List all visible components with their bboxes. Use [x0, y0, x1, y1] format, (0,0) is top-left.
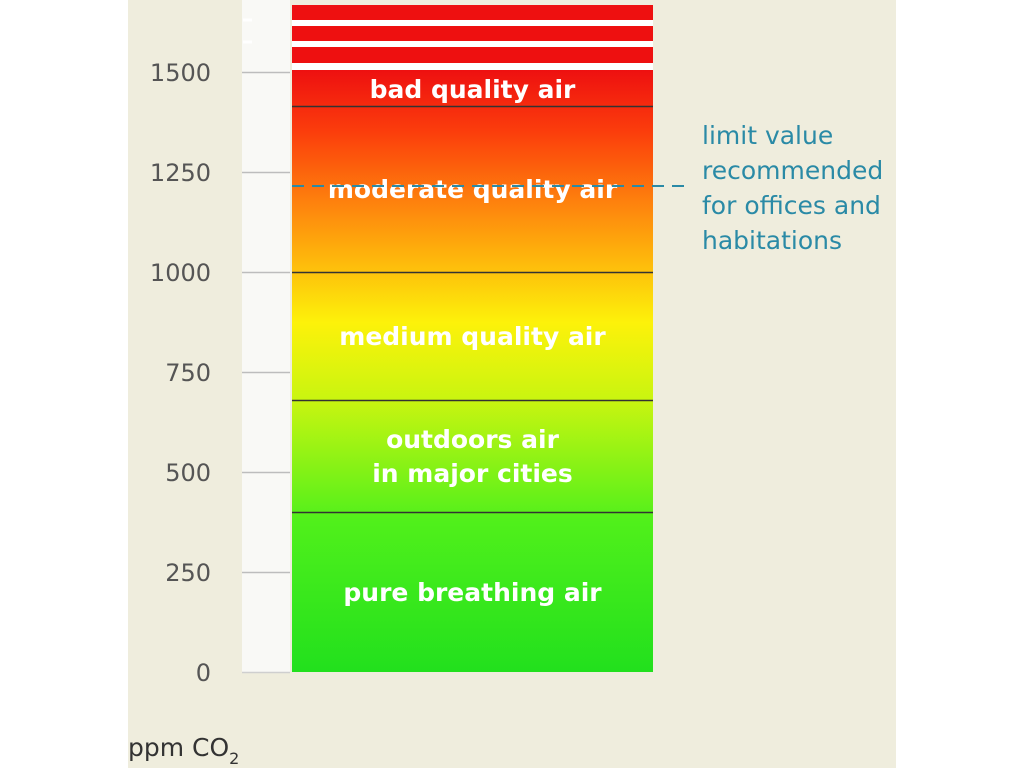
tick-label: 500: [165, 459, 211, 487]
band-layer: pure breathing air outdoors air in major c…: [292, 75, 653, 607]
tick-label: 1000: [150, 259, 211, 287]
co2-scale-bar: [292, 70, 653, 672]
bar-break-stripe: [292, 63, 653, 70]
threshold-label: limit value recommended for offices and hab…: [702, 121, 883, 255]
tick-label: 250: [165, 559, 211, 587]
band-label: moderate quality air: [328, 175, 618, 204]
band-label: pure breathing air: [343, 578, 602, 607]
unit-subscript: 2: [229, 749, 239, 768]
band-label: medium quality air: [339, 322, 606, 351]
bar-break-stripe: [292, 20, 653, 26]
tick-label: 1500: [150, 59, 211, 87]
tick-label: 1250: [150, 159, 211, 187]
tick-label: 750: [165, 359, 211, 387]
band-label: bad quality air: [370, 75, 576, 104]
y-axis-unit-label: ppm CO2: [128, 733, 239, 768]
band-label: outdoors air in major cities: [372, 425, 573, 488]
axis-strip: [242, 0, 290, 672]
bar-overflow-top: [292, 5, 653, 70]
y-axis-ticks: 0 250 500 750 1000 1250 1500: [150, 59, 290, 687]
bar-break-stripe: [292, 41, 653, 47]
unit-main: ppm CO: [128, 733, 229, 762]
tick-label: 0: [196, 659, 211, 687]
